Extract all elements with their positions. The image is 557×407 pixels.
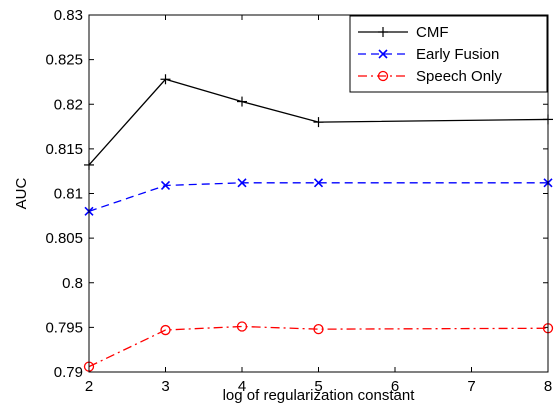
legend-label: Early Fusion [416,46,499,63]
data-point [236,321,248,332]
y-tick-label: 0.815 [45,141,83,158]
legend-entry: Early Fusion [358,46,499,63]
x-tick-label: 5 [314,378,322,395]
y-tick-label: 0.795 [45,319,83,336]
legend-label: CMF [416,24,449,41]
x-tick-label: 4 [238,378,246,395]
legend-entry: Speech Only [358,68,502,85]
plot-frame [88,14,549,373]
y-tick-label: 0.82 [54,96,83,113]
series-early-fusion [84,178,553,216]
y-axis-title: AUC [13,177,30,209]
y-tick-label: 0.8 [62,275,83,292]
legend-entry: CMF [358,24,449,41]
legend-label: Speech Only [416,68,502,85]
x-axis-ticks: 2 3 4 5 6 7 8 [85,15,552,395]
data-point [160,180,171,191]
y-tick-label: 0.825 [45,52,83,69]
data-point [237,96,247,107]
x-axis-title: log of regularization constant [223,387,416,404]
legend-marker [378,49,388,59]
series-layer [83,74,554,372]
x-tick-label: 8 [544,378,552,395]
y-axis-ticks: 0.79 0.795 0.8 0.805 0.81 0.815 0.82 0.825 0.83 [45,7,548,381]
y-tick-label: 0.83 [54,7,83,24]
legend-marker [378,27,388,37]
data-point [313,117,324,128]
series-line [88,182,548,212]
data-point [313,178,324,188]
data-point [160,324,171,336]
x-tick-label: 6 [391,378,399,395]
legend: CMF Early Fusion Speech Only [349,15,548,93]
x-tick-label: 7 [467,378,475,395]
y-tick-label: 0.81 [54,186,83,203]
x-tick-label: 2 [85,378,93,395]
legend-marker [377,70,389,82]
data-point [313,324,324,335]
series-line [88,325,549,368]
y-tick-label: 0.79 [54,364,83,381]
x-tick-label: 3 [161,378,169,395]
data-point [160,74,171,85]
series-speech-only [83,321,554,372]
y-tick-label: 0.805 [45,230,83,247]
data-point [237,178,247,188]
